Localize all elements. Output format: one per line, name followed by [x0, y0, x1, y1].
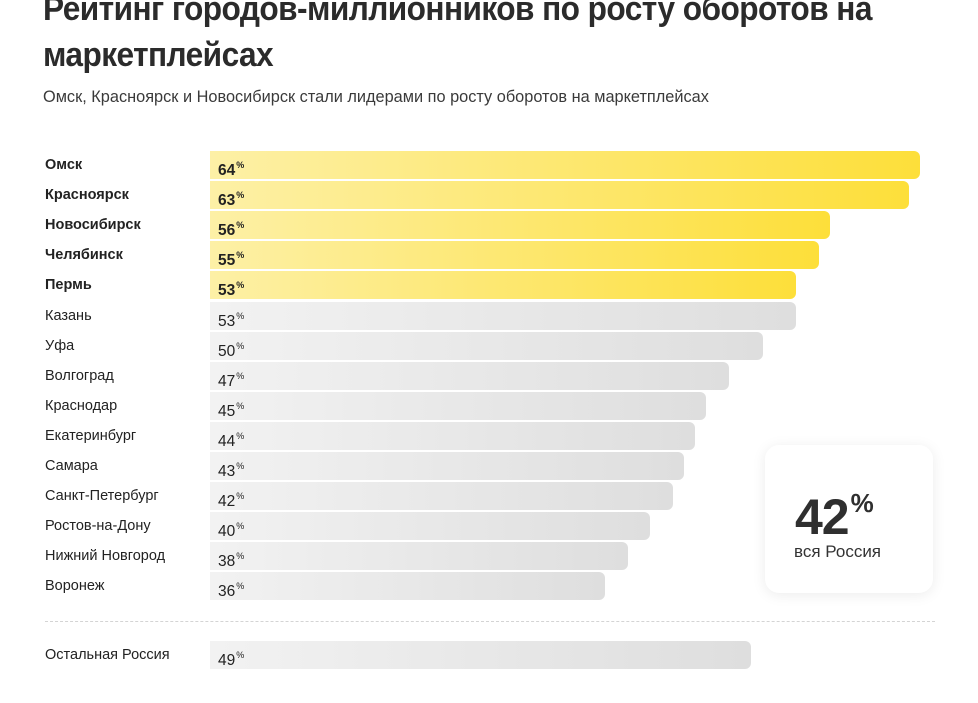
bar-category-label: Краснодар	[45, 398, 118, 414]
bar-row: Нижний Новгород 38%	[0, 541, 978, 571]
bar-row: Омск 64%	[0, 150, 978, 180]
bar-category-label: Уфа	[45, 338, 75, 354]
summary-caption: вся Россия	[794, 542, 882, 561]
bar	[210, 482, 673, 510]
bar	[210, 181, 909, 209]
bar-row: Челябинск 55%	[0, 240, 978, 270]
bar-value-label: 45%	[218, 401, 245, 420]
bar-row: Волгоград 47%	[0, 361, 978, 391]
bar	[210, 151, 920, 179]
bar	[210, 422, 695, 450]
bar-category-label: Казань	[45, 308, 92, 324]
bar	[210, 211, 830, 239]
bar	[210, 271, 796, 299]
chart-title: Рейтинг городов-миллионников по росту об…	[43, 0, 872, 74]
divider	[45, 621, 935, 622]
bar	[210, 362, 729, 390]
bar-value-label: 49%	[218, 650, 245, 669]
bar-value-label: 53%	[218, 280, 245, 299]
bar-value-label: 50%	[218, 341, 245, 360]
bar-value-label: 36%	[218, 581, 245, 600]
bar-row: Красноярск 63%	[0, 180, 978, 210]
bar-category-label: Новосибирск	[45, 217, 141, 233]
bar	[210, 512, 650, 540]
bar	[210, 572, 605, 600]
bar-category-label: Омск	[45, 157, 83, 173]
bar-row: Новосибирск 56%	[0, 210, 978, 240]
bar-category-label: Остальная Россия	[45, 647, 170, 663]
bar-category-label: Самара	[45, 458, 98, 474]
bar-category-label: Челябинск	[45, 247, 123, 263]
bar-category-label: Пермь	[45, 277, 92, 293]
summary-card: 42% вся Россия	[765, 445, 933, 593]
bar-category-label: Ростов-на-Дону	[45, 518, 151, 534]
bar-value-label: 63%	[218, 190, 245, 209]
bar-category-label: Нижний Новгород	[45, 548, 166, 564]
bar-category-label: Воронеж	[45, 578, 105, 594]
bar-category-label: Санкт-Петербург	[45, 488, 159, 504]
bar-category-label: Красноярск	[45, 187, 129, 203]
bar	[210, 332, 763, 360]
bar-value-label: 47%	[218, 371, 245, 390]
bar-value-label: 40%	[218, 521, 245, 540]
bar	[210, 641, 751, 669]
bar-category-label: Екатеринбург	[45, 428, 137, 444]
bar-value-label: 44%	[218, 431, 245, 450]
bar	[210, 452, 684, 480]
bar-row: Санкт-Петербург 42%	[0, 481, 978, 511]
bar-value-label: 38%	[218, 551, 245, 570]
bar-row: Казань 53%	[0, 301, 978, 331]
bar	[210, 542, 628, 570]
chart-subtitle: Омск, Красноярск и Новосибирск стали лид…	[43, 87, 709, 106]
bar-row: Екатеринбург 44%	[0, 421, 978, 451]
bar-value-label: 42%	[218, 491, 245, 510]
bar-row: Самара 43%	[0, 451, 978, 481]
bar-row: Остальная Россия 49%	[0, 640, 978, 670]
bar-row: Пермь 53%	[0, 270, 978, 300]
bar	[210, 241, 819, 269]
bar-row: Краснодар 45%	[0, 391, 978, 421]
bar-row: Уфа 50%	[0, 331, 978, 361]
bar-row: Воронеж 36%	[0, 571, 978, 601]
bar	[210, 392, 706, 420]
bar-category-label: Волгоград	[45, 368, 114, 384]
bar-value-label: 43%	[218, 461, 245, 480]
bar-value-label: 53%	[218, 311, 245, 330]
bar-value-label: 55%	[218, 250, 245, 269]
bar-row: Ростов-на-Дону 40%	[0, 511, 978, 541]
summary-value: 42%	[795, 488, 874, 545]
bar	[210, 302, 796, 330]
bar-value-label: 64%	[218, 160, 245, 179]
bar-value-label: 56%	[218, 220, 245, 239]
